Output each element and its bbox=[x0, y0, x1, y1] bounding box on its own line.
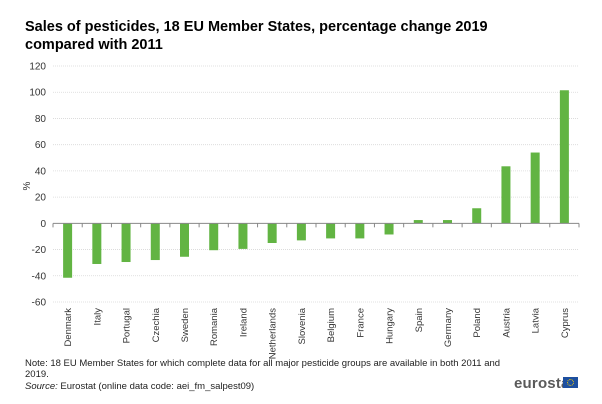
y-tick-label: 80 bbox=[35, 114, 47, 125]
eurostat-logo: eurostat bbox=[514, 375, 575, 392]
footnote: Note: 18 EU Member States for which comp… bbox=[25, 358, 501, 380]
bar-cyprus bbox=[559, 90, 569, 224]
x-tick-label: Portugal bbox=[122, 308, 133, 343]
bar-latvia bbox=[530, 152, 540, 224]
bar-germany bbox=[443, 220, 452, 224]
y-tick-label: 20 bbox=[35, 193, 47, 204]
bar-belgium bbox=[326, 223, 336, 239]
bar-hungary bbox=[384, 223, 394, 235]
source-label: Source: bbox=[25, 381, 58, 392]
y-tick-label: -60 bbox=[32, 298, 47, 309]
y-tick-label: 60 bbox=[35, 140, 47, 151]
x-axis bbox=[52, 222, 580, 228]
y-tick-label: 120 bbox=[29, 62, 46, 73]
x-tick-label: Slovenia bbox=[297, 307, 308, 344]
y-tick-label: 100 bbox=[29, 88, 46, 99]
x-tick-label: Netherlands bbox=[268, 308, 279, 359]
bar-france bbox=[355, 223, 365, 239]
x-tick-label: Sweden bbox=[180, 308, 191, 342]
x-tick-label: Belgium bbox=[326, 308, 337, 342]
bar-poland bbox=[472, 208, 482, 224]
y-tick-label: 0 bbox=[40, 219, 46, 230]
x-tick-label: Poland bbox=[472, 308, 483, 338]
bar-denmark bbox=[63, 223, 73, 278]
y-axis-ticks: 120 100 80 60 40 20 0 -20 -40 -60 bbox=[29, 62, 46, 309]
x-tick-label: Romania bbox=[209, 307, 220, 346]
x-tick-label: Czechia bbox=[151, 307, 162, 342]
eu-flag-icon bbox=[563, 377, 578, 388]
x-tick-label: Latvia bbox=[531, 307, 542, 333]
x-tick-label: Germany bbox=[443, 308, 454, 347]
x-tick-label: Spain bbox=[414, 308, 425, 332]
y-tick-label: 40 bbox=[35, 166, 47, 177]
x-tick-label: Ireland bbox=[238, 308, 249, 337]
bar-czechia bbox=[150, 223, 160, 261]
y-tick-label: -40 bbox=[32, 271, 47, 282]
gridlines bbox=[53, 65, 579, 303]
x-tick-label: France bbox=[355, 308, 366, 338]
source-text: Eurostat (online data code: aei_fm_salpe… bbox=[57, 381, 255, 392]
bars bbox=[63, 90, 569, 278]
chart-title: Sales of pesticides, 18 EU Member States… bbox=[25, 19, 488, 53]
y-axis-label: % bbox=[22, 181, 33, 190]
bar-spain bbox=[413, 220, 423, 224]
x-tick-label: Denmark bbox=[63, 308, 74, 347]
bar-netherlands bbox=[267, 223, 277, 243]
x-tick-label: Italy bbox=[92, 308, 103, 326]
bar-ireland bbox=[238, 223, 248, 249]
x-tick-label: Austria bbox=[501, 307, 512, 337]
x-tick-label: Hungary bbox=[385, 308, 396, 344]
bar-portugal bbox=[121, 223, 131, 263]
bar-romania bbox=[209, 223, 219, 251]
bar-slovenia bbox=[296, 223, 306, 241]
bar-sweden bbox=[180, 223, 189, 257]
x-tick-label: Cyprus bbox=[560, 308, 571, 338]
x-axis-ticks: Denmark Italy Portugal Czechia Sweden Romania… bbox=[63, 307, 571, 359]
bar-italy bbox=[92, 223, 102, 264]
bar-austria bbox=[501, 166, 511, 224]
source-line: Source: Eurostat (online data code: aei_… bbox=[25, 381, 254, 392]
y-tick-label: -20 bbox=[32, 245, 47, 256]
